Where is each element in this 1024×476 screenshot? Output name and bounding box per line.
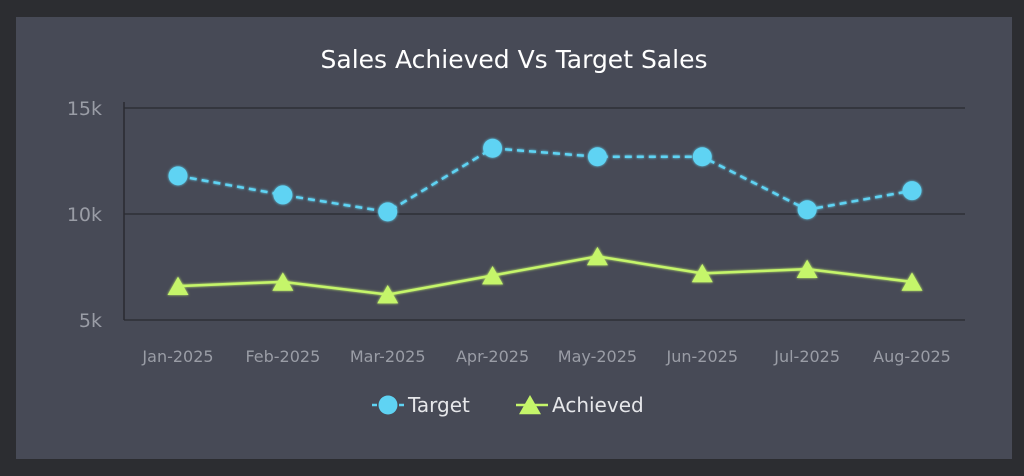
y-axis-ticks: 5k 10k 15k (67, 98, 102, 332)
legend-label: Achieved (552, 393, 644, 417)
data-point-target[interactable] (692, 147, 712, 167)
data-point-achieved[interactable] (482, 265, 504, 285)
x-axis-ticks: Jan-2025 Feb-2025 Mar-2025 Apr-2025 May-2025… (141, 347, 950, 366)
x-tick-label: May-2025 (558, 347, 637, 366)
legend-marker-triangle (519, 395, 541, 415)
data-point-target[interactable] (378, 202, 398, 222)
y-tick-label: 10k (67, 204, 102, 226)
legend-item-achieved[interactable]: Achieved (516, 393, 644, 417)
chart-title: Sales Achieved Vs Target Sales (321, 45, 708, 74)
x-tick-label: Feb-2025 (245, 347, 320, 366)
legend-item-target[interactable]: Target (372, 393, 470, 417)
series-achieved (167, 246, 923, 304)
x-tick-label: Aug-2025 (873, 347, 951, 366)
data-point-target[interactable] (483, 138, 503, 158)
series-line-achieved (177, 255, 913, 296)
x-tick-label: Mar-2025 (350, 347, 426, 366)
x-tick-label: Apr-2025 (456, 347, 529, 366)
data-point-target[interactable] (168, 166, 188, 186)
data-point-achieved[interactable] (272, 272, 294, 291)
legend: Target Achieved (372, 393, 644, 417)
data-point-achieved[interactable] (691, 263, 713, 283)
legend-label: Target (407, 393, 470, 417)
series-line-target (177, 147, 913, 214)
x-tick-label: Jul-2025 (773, 347, 840, 366)
grid (123, 102, 965, 321)
legend-marker-circle (378, 395, 398, 415)
chart-card (16, 17, 1012, 459)
data-point-achieved[interactable] (901, 272, 923, 291)
y-tick-label: 5k (79, 310, 102, 332)
data-point-achieved[interactable] (377, 285, 399, 304)
data-point-target[interactable] (587, 147, 607, 167)
y-tick-label: 15k (67, 98, 102, 120)
data-point-achieved[interactable] (167, 276, 189, 295)
series-target (168, 138, 922, 222)
data-point-target[interactable] (902, 181, 922, 201)
data-point-achieved[interactable] (586, 246, 608, 266)
series-layer (167, 138, 923, 304)
x-tick-label: Jun-2025 (666, 347, 739, 366)
x-tick-label: Jan-2025 (141, 347, 213, 366)
data-point-target[interactable] (797, 200, 817, 220)
data-point-target[interactable] (273, 185, 293, 205)
data-point-achieved[interactable] (796, 259, 818, 278)
